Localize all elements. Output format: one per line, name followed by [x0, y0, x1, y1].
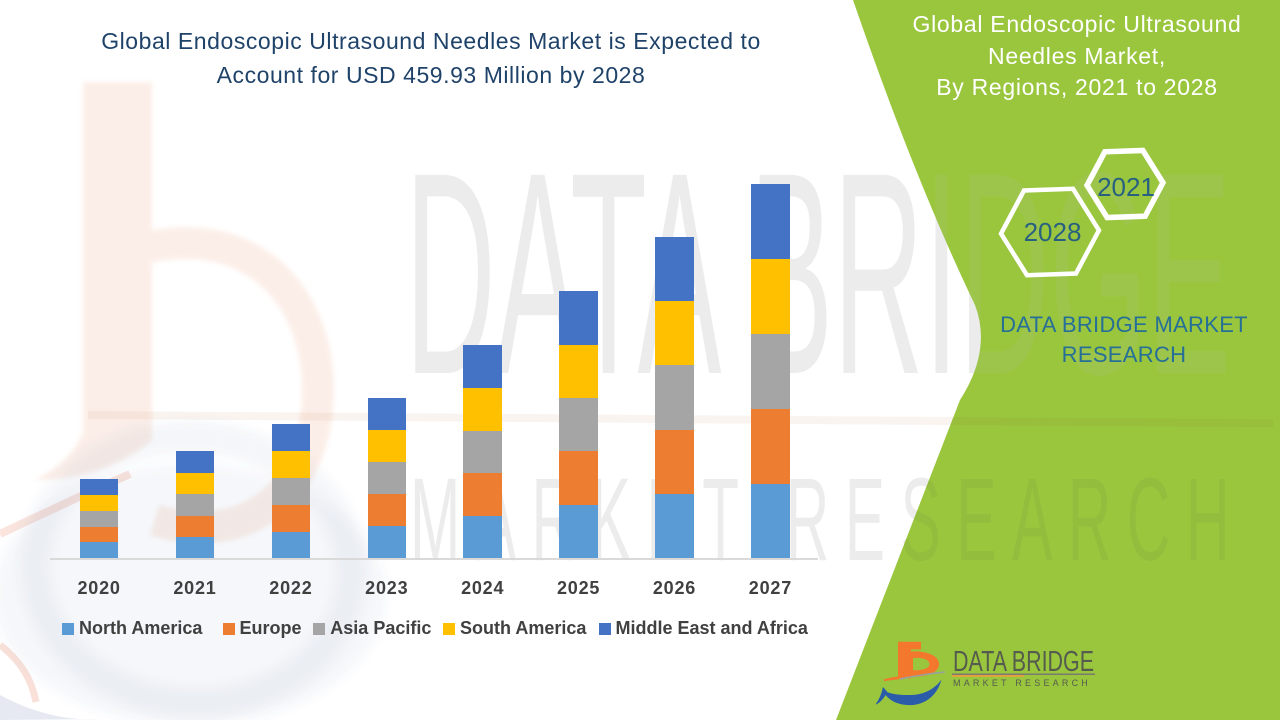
svg-text:MARKET RESEARCH: MARKET RESEARCH: [410, 454, 1245, 586]
svg-text:2028: 2028: [1024, 217, 1082, 247]
svg-text:2021: 2021: [1097, 172, 1155, 202]
svg-text:DATA BRIDGE: DATA BRIDGE: [953, 646, 1094, 678]
svg-text:MARKET RESEARCH: MARKET RESEARCH: [953, 678, 1092, 688]
